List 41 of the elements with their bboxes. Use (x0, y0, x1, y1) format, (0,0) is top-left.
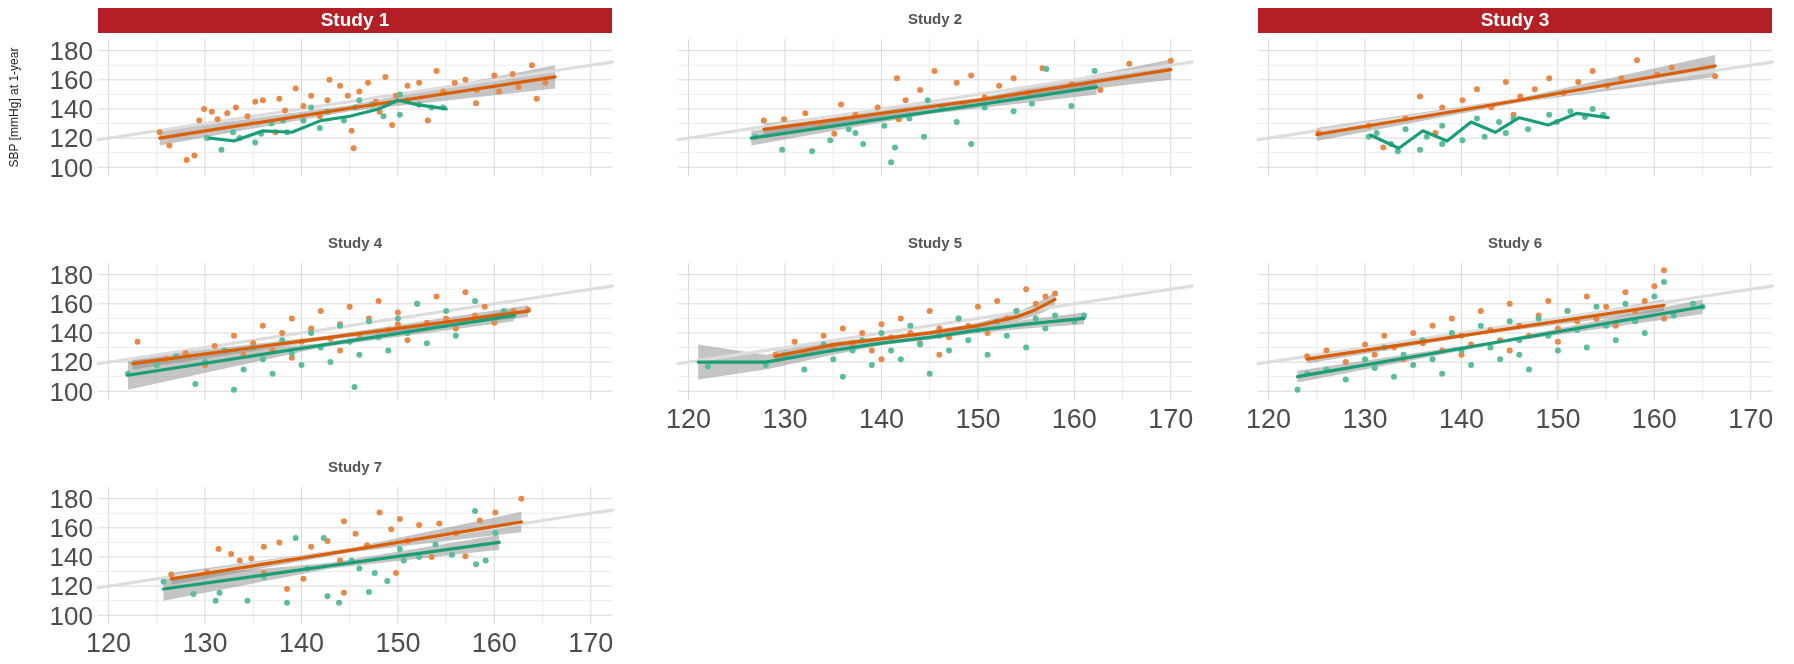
x-tick-label: 130 (762, 404, 808, 434)
x-tick-label: 120 (1246, 404, 1292, 434)
y-tick-label: 180 (49, 36, 93, 67)
chart-title: Study 6 (1487, 234, 1543, 251)
x-tick-label: 170 (568, 628, 614, 658)
x-tick-label: 150 (955, 404, 1001, 434)
chart-title: Study 3 (1480, 9, 1550, 30)
y-tick-label: 100 (49, 600, 93, 631)
y-tick-label: 120 (49, 571, 93, 602)
x-tick-label: 160 (471, 628, 517, 658)
x-tick-label: 160 (1051, 404, 1097, 434)
x-tick-label: 120 (666, 404, 712, 434)
chart-title: Study 4 (327, 234, 383, 251)
x-tick-label: 120 (86, 628, 132, 658)
x-tick-label: 150 (1535, 404, 1581, 434)
y-tick-label: 120 (49, 123, 93, 154)
y-tick-label: 180 (49, 484, 93, 515)
y-axis-title: SBP [mmHg] at 1-year (7, 47, 21, 168)
chart-title: Study 5 (907, 234, 963, 251)
y-tick-label: 160 (49, 65, 93, 96)
y-tick-label: 160 (49, 289, 93, 320)
y-tick-label: 140 (49, 94, 93, 125)
chart-title: Study 7 (327, 458, 383, 475)
x-tick-label: 170 (1148, 404, 1194, 434)
chart-title: Study 2 (907, 10, 963, 27)
y-tick-label: 140 (49, 318, 93, 349)
y-tick-label: 140 (49, 542, 93, 573)
y-tick-label: 100 (49, 376, 93, 407)
y-tick-label: 180 (49, 260, 93, 291)
y-tick-label: 120 (49, 347, 93, 378)
x-tick-label: 130 (1342, 404, 1388, 434)
y-tick-label: 160 (49, 513, 93, 544)
x-tick-label: 160 (1631, 404, 1677, 434)
x-tick-label: 150 (375, 628, 421, 658)
x-tick-label: 130 (182, 628, 228, 658)
x-tick-label: 140 (278, 628, 325, 658)
x-tick-label: 170 (1728, 404, 1774, 434)
y-tick-label: 100 (49, 152, 93, 183)
chart-title: Study 1 (320, 9, 390, 30)
x-tick-label: 140 (1438, 404, 1485, 434)
x-tick-label: 140 (858, 404, 905, 434)
